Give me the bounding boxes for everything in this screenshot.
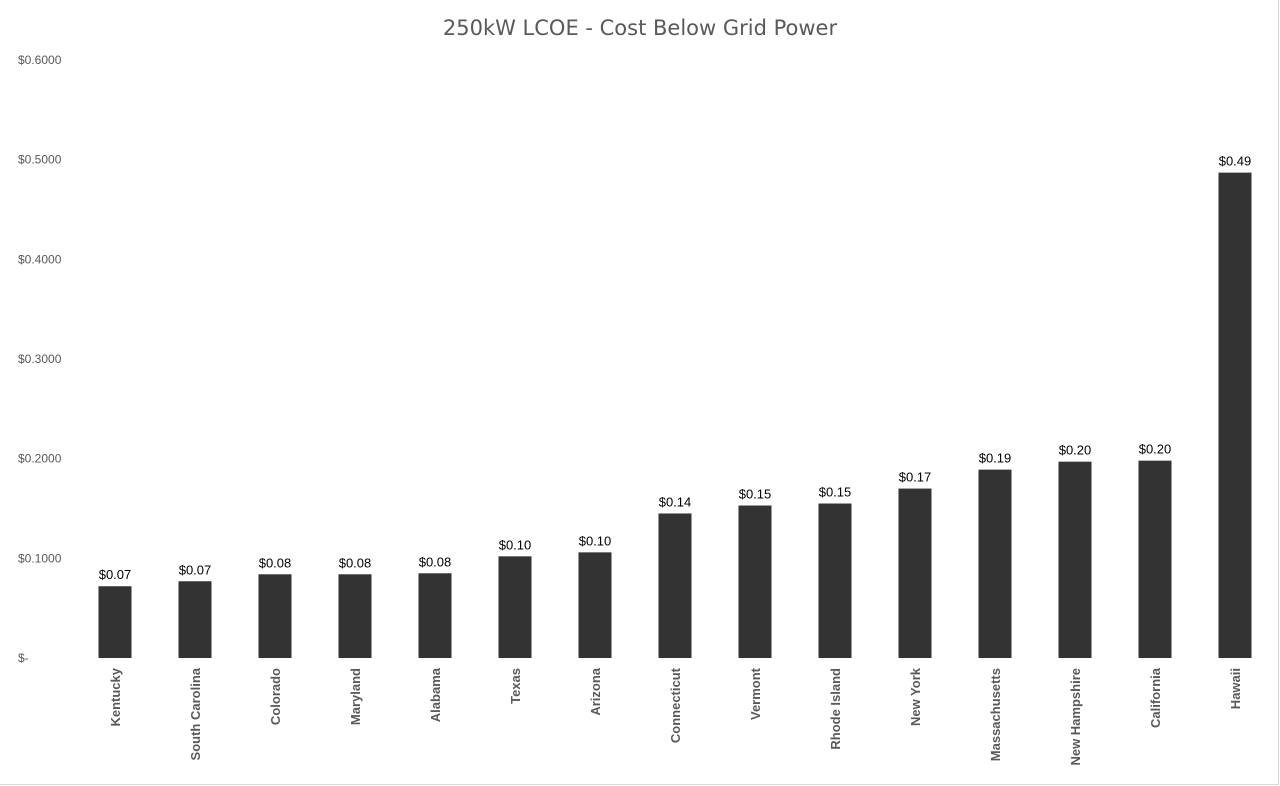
bar-colorado xyxy=(258,574,292,658)
x-tick-label: Arizona xyxy=(588,667,603,715)
bar-california xyxy=(1138,460,1172,658)
x-tick-label: Alabama xyxy=(428,667,443,722)
data-label: $0.08 xyxy=(259,555,292,570)
x-tick-label: Hawaii xyxy=(1228,668,1243,709)
bar-arizona xyxy=(578,552,612,658)
bar-rhode-island xyxy=(818,503,852,658)
x-tick-label: Colorado xyxy=(268,668,283,725)
x-tick-label: Connecticut xyxy=(668,667,683,743)
y-tick-label: $0.6000 xyxy=(18,53,62,67)
bar-alabama xyxy=(418,573,452,658)
data-label: $0.08 xyxy=(339,555,372,570)
x-tick-label: New York xyxy=(908,667,923,726)
y-tick-label: $0.3000 xyxy=(18,352,62,366)
bar-south-carolina xyxy=(178,581,212,658)
bar-maryland xyxy=(338,574,372,658)
data-label: $0.10 xyxy=(579,533,612,548)
data-label: $0.07 xyxy=(179,562,212,577)
bars xyxy=(98,172,1252,658)
data-label: $0.15 xyxy=(819,485,852,500)
x-axis: Kentucky South Carolina Colorado Maryland Al… xyxy=(108,667,1243,765)
y-tick-label: $- xyxy=(18,651,29,665)
data-labels: $0.07 $0.07 $0.08 $0.08 $0.08 $0.10 $0.10 $0.14… xyxy=(99,154,1252,583)
y-tick-label: $0.4000 xyxy=(18,252,62,266)
x-tick-label: Rhode Island xyxy=(828,668,843,750)
data-label: $0.49 xyxy=(1219,154,1252,169)
y-tick-label: $0.2000 xyxy=(18,452,62,466)
x-tick-label: Texas xyxy=(508,668,523,704)
data-label: $0.19 xyxy=(979,451,1012,466)
x-tick-label: Vermont xyxy=(748,667,763,720)
x-tick-label: Kentucky xyxy=(108,667,123,726)
data-label: $0.10 xyxy=(499,537,532,552)
bar-kentucky xyxy=(98,586,132,658)
bar-new-hampshire xyxy=(1058,461,1092,658)
bar-connecticut xyxy=(658,513,692,658)
data-label: $0.20 xyxy=(1139,442,1172,457)
bar-hawaii xyxy=(1218,172,1252,658)
chart-title: 250kW LCOE - Cost Below Grid Power xyxy=(443,16,838,40)
bar-texas xyxy=(498,556,532,658)
data-label: $0.17 xyxy=(899,470,932,485)
y-tick-label: $0.5000 xyxy=(18,153,62,167)
x-tick-label: Massachusetts xyxy=(988,668,1003,761)
data-label: $0.14 xyxy=(659,494,692,509)
data-label: $0.07 xyxy=(99,567,132,582)
x-tick-label: California xyxy=(1148,667,1163,728)
data-label: $0.08 xyxy=(419,554,452,569)
data-label: $0.15 xyxy=(739,487,772,502)
x-tick-label: Maryland xyxy=(348,668,363,725)
data-label: $0.20 xyxy=(1059,443,1092,458)
y-tick-label: $0.1000 xyxy=(18,551,62,565)
bar-massachusetts xyxy=(978,469,1012,658)
y-axis: $- $0.1000 $0.2000 $0.3000 $0.4000 $0.5000 $0.… xyxy=(18,53,62,665)
bar-vermont xyxy=(738,505,772,658)
bar-new-york xyxy=(898,488,932,658)
x-tick-label: New Hampshire xyxy=(1068,668,1083,766)
x-tick-label: South Carolina xyxy=(188,667,203,760)
